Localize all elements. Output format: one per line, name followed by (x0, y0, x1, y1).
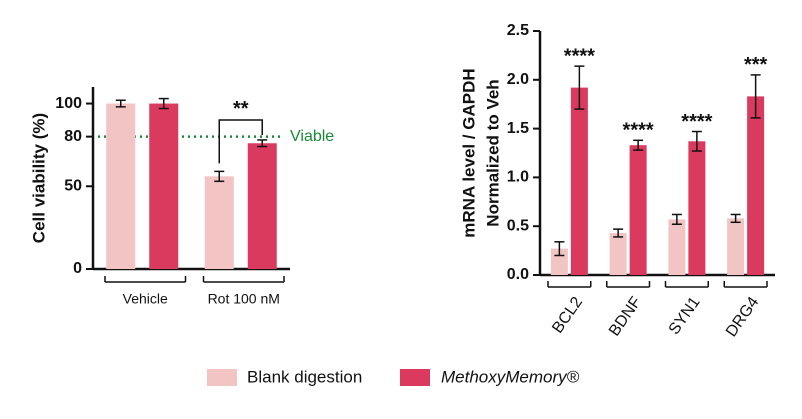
significance-label: *** (744, 54, 768, 76)
x-tick-label: DRG4 (723, 294, 762, 340)
bar (668, 219, 686, 275)
bar (204, 176, 234, 269)
reference-label: Viable (290, 128, 334, 145)
y-tick-label: 1.5 (507, 120, 529, 137)
significance-bracket (218, 119, 263, 164)
y-tick-label: 0.5 (507, 217, 529, 234)
y-axis-label: mRNA level / GAPDH (459, 68, 478, 237)
y-tick-label: 2.5 (507, 22, 529, 39)
bar (247, 143, 277, 269)
significance-label: **** (623, 120, 654, 142)
legend-swatch (207, 369, 237, 386)
significance-label: ** (233, 98, 249, 120)
y-tick-label: 1.0 (507, 169, 529, 186)
bar (727, 218, 745, 275)
legend-label: MethoxyMemory® (441, 367, 580, 386)
bar (570, 87, 588, 275)
x-tick-label: BDNF (606, 294, 645, 340)
y-axis-label: Cell viability (%) (29, 113, 48, 243)
bar (688, 141, 706, 275)
bar (149, 103, 179, 269)
x-tick-label: BCL2 (549, 294, 586, 337)
x-tick-label: SYN1 (666, 294, 704, 338)
y-tick-label: 0.0 (507, 266, 529, 283)
y-axis-label: Normalized to Veh (483, 79, 502, 226)
bar (609, 233, 627, 275)
y-tick-label: 2.0 (507, 71, 529, 88)
bar (629, 145, 647, 275)
legend-label: Blank digestion (247, 367, 362, 386)
bar (747, 96, 765, 275)
x-tick-label: Rot 100 nM (208, 291, 280, 307)
y-tick-label: 80 (64, 128, 82, 145)
y-tick-label: 0 (73, 260, 82, 277)
bar (106, 103, 136, 269)
legend-swatch (400, 369, 430, 386)
significance-label: **** (681, 111, 712, 133)
y-tick-label: 100 (55, 95, 82, 112)
y-tick-label: 50 (64, 177, 82, 194)
significance-label: **** (564, 45, 595, 67)
x-tick-label: Vehicle (123, 291, 168, 307)
